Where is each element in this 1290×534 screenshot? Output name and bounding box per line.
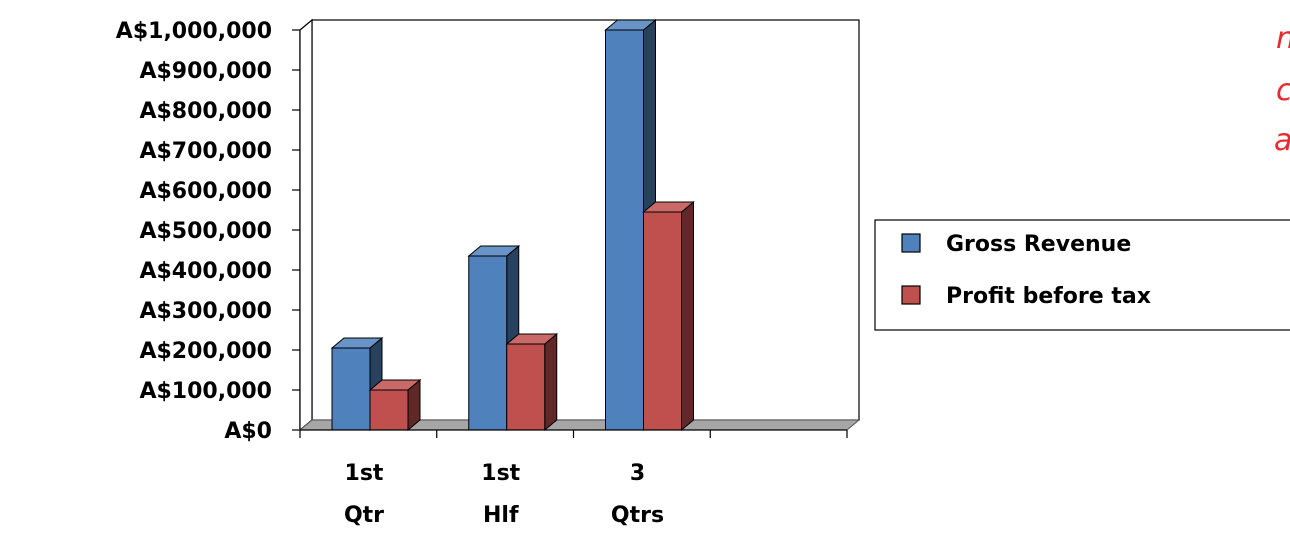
- annotation-fragment: n: [1276, 21, 1290, 56]
- legend-label: Profit before tax: [946, 284, 1151, 309]
- bars: [330, 18, 695, 432]
- x-tick-label: 1st: [481, 461, 520, 486]
- bar-front: [369, 389, 409, 431]
- side-wall: [299, 18, 313, 432]
- x-tick-label: 1st: [345, 461, 384, 486]
- plot-frame: [298, 18, 861, 432]
- annotation-fragment: a: [1274, 123, 1290, 158]
- bar-front: [643, 211, 682, 431]
- y-tick-label: A$700,000: [139, 139, 272, 164]
- y-tick-label: A$0: [224, 419, 272, 444]
- y-tick-label: A$100,000: [139, 379, 272, 404]
- y-tick-label: A$1,000,000: [116, 19, 272, 44]
- y-tick-label: A$200,000: [139, 339, 272, 364]
- x-axis-ticks: 1st Qtr 1st Hlf 3 Qtrs: [299, 429, 848, 528]
- bar-front: [506, 343, 546, 431]
- bar: [330, 336, 384, 432]
- annotation-fragment: c: [1276, 73, 1290, 108]
- x-tick-label: 3: [630, 461, 645, 486]
- bar-side: [681, 200, 694, 432]
- bar: [368, 378, 422, 432]
- x-tick-label: Qtr: [344, 503, 384, 528]
- y-tick-label: A$300,000: [139, 299, 272, 324]
- bar: [505, 332, 559, 432]
- y-tick-label: A$600,000: [139, 179, 272, 204]
- bar-front: [468, 255, 508, 431]
- x-tick-label: Qtrs: [611, 503, 664, 528]
- back-wall: [311, 19, 860, 421]
- legend-label: Gross Revenue: [946, 232, 1131, 257]
- legend: Gross Revenue Profit before tax: [874, 219, 1290, 331]
- bar-side: [544, 332, 558, 432]
- legend-box: [874, 219, 1290, 331]
- bar-front: [331, 347, 371, 431]
- y-axis-ticks: A$0 A$100,000 A$200,000 A$300,000 A$400,000 A…: [116, 19, 301, 444]
- y-tick-label: A$900,000: [139, 59, 272, 84]
- x-tick-label: Hlf: [483, 503, 519, 528]
- bar-front: [605, 29, 644, 431]
- y-tick-label: A$400,000: [139, 259, 272, 284]
- bar: [642, 200, 695, 432]
- y-tick-label: A$500,000: [139, 219, 272, 244]
- annotation-note: nca: [1274, 21, 1290, 158]
- y-tick-label: A$800,000: [139, 99, 272, 124]
- legend-swatch: [901, 233, 921, 253]
- legend-swatch: [901, 285, 921, 305]
